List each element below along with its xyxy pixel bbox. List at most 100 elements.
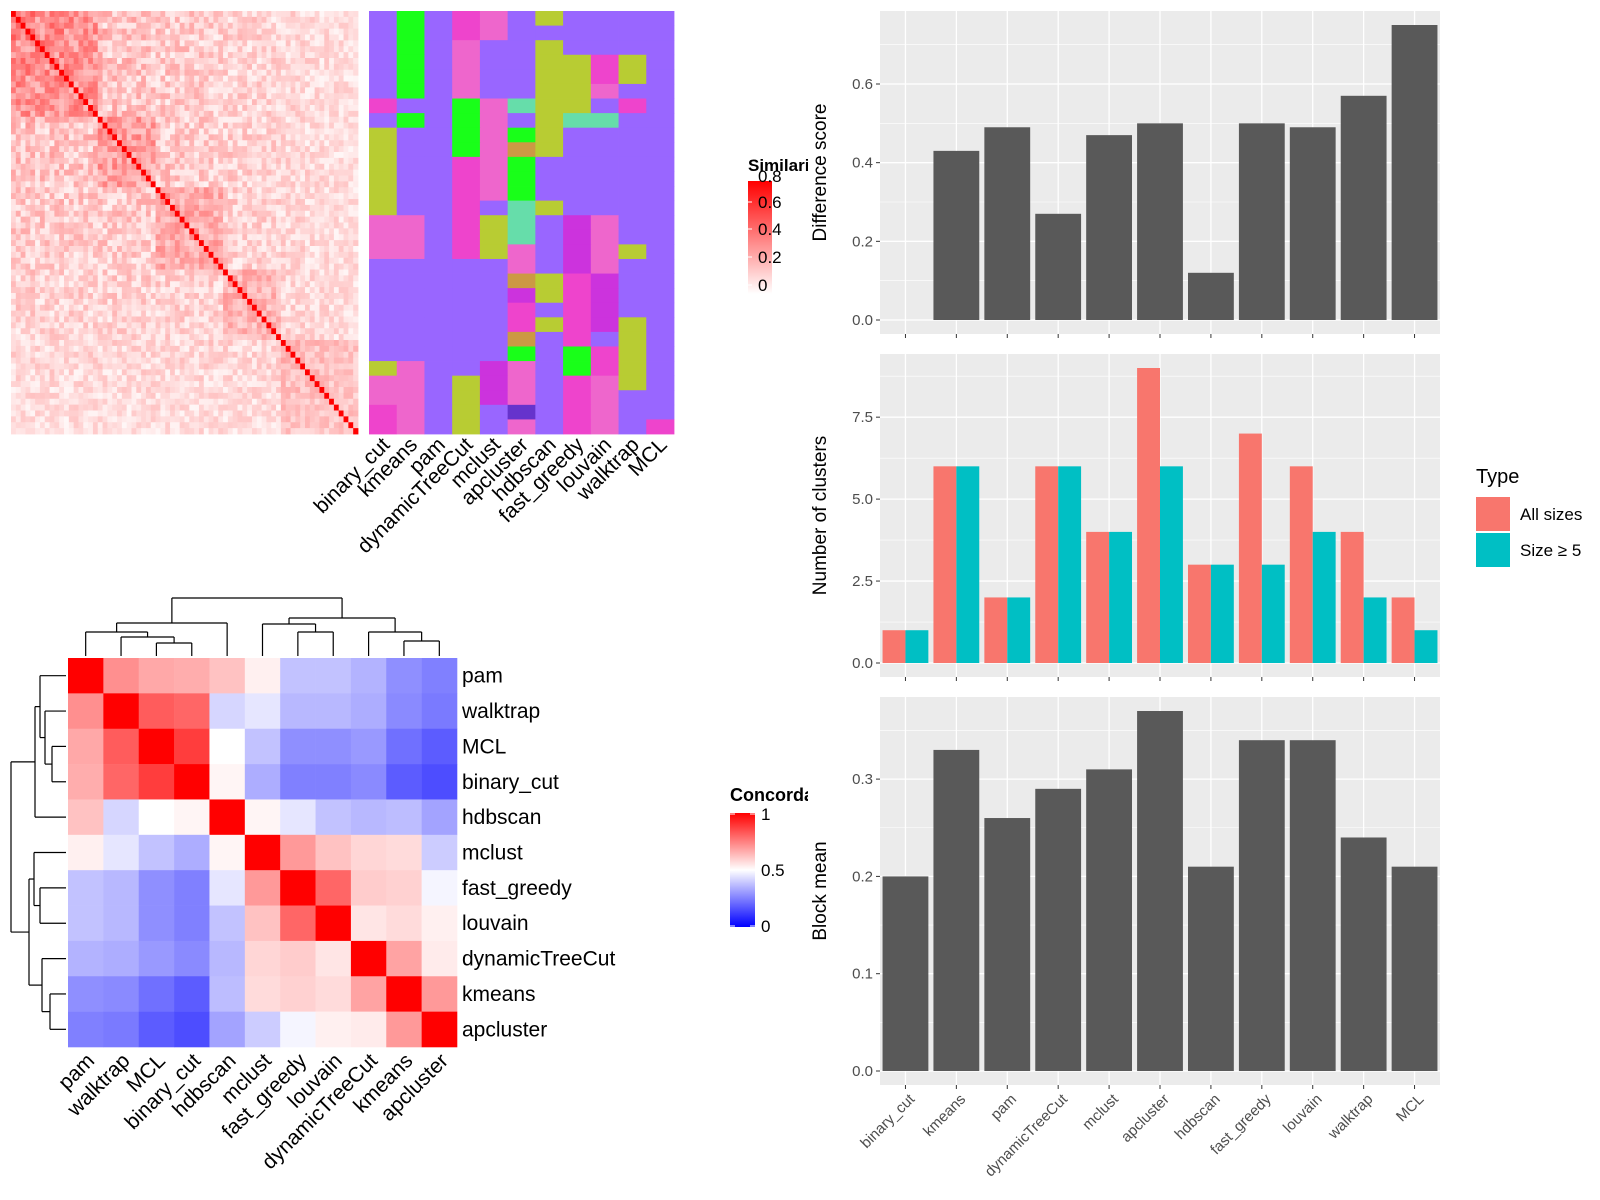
similarity-cell bbox=[232, 404, 238, 411]
similarity-cell bbox=[198, 116, 205, 124]
similarity-cell bbox=[145, 322, 152, 329]
similarity-cell bbox=[88, 398, 94, 406]
similarity-cell bbox=[92, 69, 99, 77]
similarity-cell bbox=[11, 204, 17, 212]
similarity-cell bbox=[20, 146, 26, 153]
similarity-cell bbox=[155, 63, 161, 71]
similarity-cell bbox=[189, 363, 195, 370]
similarity-cell bbox=[319, 298, 325, 306]
similarity-cell bbox=[68, 404, 75, 411]
similarity-cell bbox=[11, 304, 17, 312]
similarity-cell bbox=[227, 22, 234, 30]
similarity-cell bbox=[145, 398, 152, 406]
similarity-cell bbox=[280, 128, 287, 135]
similarity-cell bbox=[353, 293, 359, 300]
similarity-cell bbox=[141, 328, 147, 335]
similarity-cell bbox=[54, 93, 60, 100]
similarity-cell bbox=[348, 293, 354, 300]
similarity-cell bbox=[338, 304, 344, 312]
similarity-cell bbox=[343, 181, 349, 188]
similarity-cell bbox=[314, 11, 320, 18]
similarity-cell bbox=[194, 234, 200, 241]
similarity-cell bbox=[237, 404, 243, 411]
similarity-cell bbox=[88, 52, 94, 59]
similarity-cell bbox=[155, 334, 161, 341]
similarity-cell bbox=[121, 316, 128, 323]
similarity-cell bbox=[141, 28, 147, 35]
similarity-cell bbox=[184, 52, 190, 59]
similarity-cell bbox=[88, 257, 94, 265]
similarity-cell bbox=[15, 228, 22, 235]
similarity-cell bbox=[179, 58, 185, 65]
similarity-cell bbox=[251, 222, 258, 229]
similarity-cell bbox=[88, 110, 94, 118]
similarity-cell bbox=[251, 105, 258, 112]
similarity-cell bbox=[126, 392, 132, 400]
similarity-cell bbox=[39, 75, 46, 82]
similarity-cell bbox=[117, 234, 123, 241]
similarity-cell bbox=[179, 16, 185, 24]
similarity-cell bbox=[338, 351, 344, 359]
similarity-cell bbox=[242, 269, 248, 276]
similarity-cell bbox=[92, 340, 99, 347]
similarity-cell bbox=[184, 169, 190, 176]
similarity-cell bbox=[170, 22, 176, 30]
similarity-cell bbox=[49, 169, 55, 176]
similarity-cell bbox=[155, 340, 161, 347]
similarity-cell bbox=[295, 199, 301, 206]
similarity-cell bbox=[203, 304, 209, 312]
similarity-cell bbox=[333, 357, 340, 364]
similarity-cell bbox=[54, 298, 60, 306]
similarity-cell bbox=[309, 46, 316, 53]
similarity-cell bbox=[160, 310, 166, 317]
similarity-cell bbox=[102, 381, 108, 388]
similarity-cell bbox=[11, 222, 17, 229]
similarity-cell bbox=[203, 11, 209, 18]
similarity-cell bbox=[227, 381, 234, 388]
similarity-cell bbox=[112, 28, 118, 35]
similarity-cell bbox=[30, 22, 36, 30]
similarity-cell bbox=[194, 46, 200, 53]
similarity-cell bbox=[276, 58, 282, 65]
similarity-cell bbox=[15, 298, 22, 306]
similarity-cell bbox=[35, 69, 41, 77]
similarity-cell bbox=[285, 404, 291, 411]
similarity-cell bbox=[170, 58, 176, 65]
similarity-cell bbox=[300, 304, 306, 312]
similarity-cell bbox=[15, 187, 22, 194]
similarity-cell bbox=[333, 257, 340, 265]
similarity-cell bbox=[73, 116, 79, 124]
similarity-cell bbox=[319, 63, 325, 71]
similarity-cell bbox=[150, 134, 156, 141]
similarity-cell bbox=[223, 351, 229, 359]
similarity-cell bbox=[39, 163, 46, 171]
similarity-cell bbox=[78, 287, 84, 294]
similarity-cell bbox=[227, 34, 234, 41]
similarity-cell bbox=[54, 134, 60, 141]
similarity-cell bbox=[251, 128, 258, 135]
similarity-cell bbox=[64, 281, 70, 288]
similarity-cell bbox=[237, 298, 243, 306]
similarity-cell bbox=[232, 398, 238, 406]
similarity-cell bbox=[213, 122, 219, 129]
similarity-cell bbox=[97, 345, 103, 353]
similarity-cell bbox=[348, 298, 354, 306]
similarity-cell bbox=[189, 69, 195, 77]
similarity-cell bbox=[102, 392, 108, 400]
similarity-cell bbox=[73, 146, 79, 153]
similarity-cell bbox=[145, 116, 152, 124]
similarity-cell bbox=[290, 169, 296, 176]
similarity-cell bbox=[131, 246, 137, 253]
similarity-cell bbox=[309, 199, 316, 206]
similarity-cell bbox=[30, 269, 36, 276]
similarity-cell bbox=[141, 287, 147, 294]
similarity-cell bbox=[348, 246, 354, 253]
similarity-cell bbox=[223, 81, 229, 88]
similarity-cell bbox=[309, 105, 316, 112]
similarity-cell bbox=[208, 334, 214, 341]
similarity-cell bbox=[49, 410, 55, 417]
similarity-cell bbox=[314, 199, 320, 206]
similarity-cell bbox=[179, 304, 185, 312]
similarity-cell bbox=[73, 99, 79, 106]
similarity-cell bbox=[256, 375, 263, 382]
